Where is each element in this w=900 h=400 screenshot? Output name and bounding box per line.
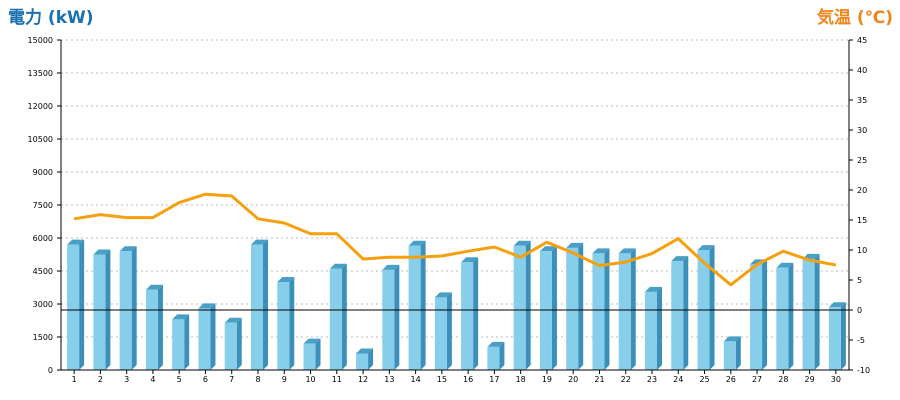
bar-6 (198, 303, 216, 370)
right-tick-label: 20 (857, 186, 867, 195)
left-axis-title: 電力 (kW) (8, 7, 94, 28)
bar-24 (671, 256, 689, 370)
x-tick-label: 22 (621, 375, 631, 384)
right-tick-label: 5 (857, 276, 862, 285)
x-tick-label: 10 (305, 375, 315, 384)
x-tick-label: 25 (699, 375, 709, 384)
x-tick-label: 24 (673, 375, 683, 384)
bar-10 (303, 338, 321, 370)
right-tick-label: 40 (857, 66, 867, 75)
x-tick-label: 19 (542, 375, 552, 384)
x-tick-label: 27 (752, 375, 762, 384)
x-tick-label: 14 (411, 375, 421, 384)
x-tick-label: 7 (229, 375, 234, 384)
bar-19 (539, 246, 557, 370)
bar-22 (618, 248, 636, 370)
x-tick-label: 3 (124, 375, 129, 384)
bar-14 (408, 240, 426, 370)
x-tick-label: 23 (647, 375, 657, 384)
x-tick-label: 30 (831, 375, 841, 384)
bar-27 (750, 259, 768, 370)
bar-3 (119, 246, 137, 370)
x-tick-label: 17 (489, 375, 499, 384)
x-tick-label: 18 (516, 375, 526, 384)
right-axis-title: 気温 (℃) (816, 7, 893, 28)
bar-30 (828, 302, 846, 370)
bar-8 (251, 239, 268, 370)
bar-13 (382, 264, 400, 370)
x-tick-label: 29 (805, 375, 815, 384)
left-tick-label: 13500 (28, 69, 53, 78)
left-tick-label: 3000 (33, 300, 53, 309)
x-tick-label: 20 (568, 375, 578, 384)
left-tick-label: 7500 (33, 201, 53, 210)
left-tick-label: 4500 (33, 267, 53, 276)
x-tick-label: 4 (150, 375, 155, 384)
bar-1 (67, 239, 85, 370)
bar-11 (329, 263, 347, 370)
temperature-line (73, 192, 837, 287)
bar-12 (356, 348, 374, 370)
right-tick-label: 30 (857, 126, 867, 135)
x-tick-label: 15 (437, 375, 447, 384)
bar-series (67, 239, 846, 370)
right-tick-label: -10 (857, 366, 870, 375)
x-tick-label: 9 (282, 375, 287, 384)
bar-5 (172, 314, 190, 370)
x-tick-label: 13 (384, 375, 394, 384)
x-tick-label: 16 (463, 375, 473, 384)
bar-16 (461, 257, 479, 370)
x-tick-label: 1 (72, 375, 77, 384)
right-tick-label: 35 (857, 96, 867, 105)
bar-28 (776, 262, 794, 370)
bar-18 (513, 240, 531, 370)
bar-29 (802, 253, 820, 370)
tick-labels: 0 1500 3000 4500 6000 7500 9000 10500 12000 13500… (28, 36, 871, 384)
bar-17 (487, 341, 505, 370)
left-tick-label: 9000 (33, 168, 53, 177)
bar-26 (723, 336, 741, 370)
axes (60, 40, 850, 371)
left-tick-label: 1500 (33, 333, 53, 342)
x-tick-label: 6 (203, 375, 208, 384)
x-tick-label: 26 (726, 375, 736, 384)
temperature-series (73, 192, 837, 287)
right-tick-label: 0 (857, 306, 862, 315)
x-tick-label: 2 (98, 375, 103, 384)
x-tick-label: 11 (332, 375, 342, 384)
right-tick-label: 45 (857, 36, 867, 45)
left-tick-label: 10500 (28, 135, 53, 144)
grid-lines (61, 39, 849, 338)
right-tick-label: 25 (857, 156, 867, 165)
right-tick-label: -5 (857, 336, 865, 345)
left-tick-label: 6000 (33, 234, 53, 243)
bar-7 (224, 317, 242, 370)
bar-4 (145, 284, 163, 370)
x-tick-label: 28 (778, 375, 788, 384)
left-tick-label: 15000 (28, 36, 53, 45)
x-tick-label: 8 (255, 375, 260, 384)
bar-9 (277, 277, 295, 370)
x-tick-label: 12 (358, 375, 368, 384)
bar-23 (645, 286, 662, 370)
bar-15 (434, 292, 452, 370)
x-tick-label: 21 (594, 375, 604, 384)
right-tick-label: 10 (857, 246, 867, 255)
right-tick-label: 15 (857, 216, 867, 225)
bar-21 (592, 248, 610, 370)
left-tick-label: 0 (48, 366, 53, 375)
bar-20 (566, 242, 584, 370)
x-tick-label: 5 (177, 375, 182, 384)
left-tick-label: 12000 (28, 102, 53, 111)
